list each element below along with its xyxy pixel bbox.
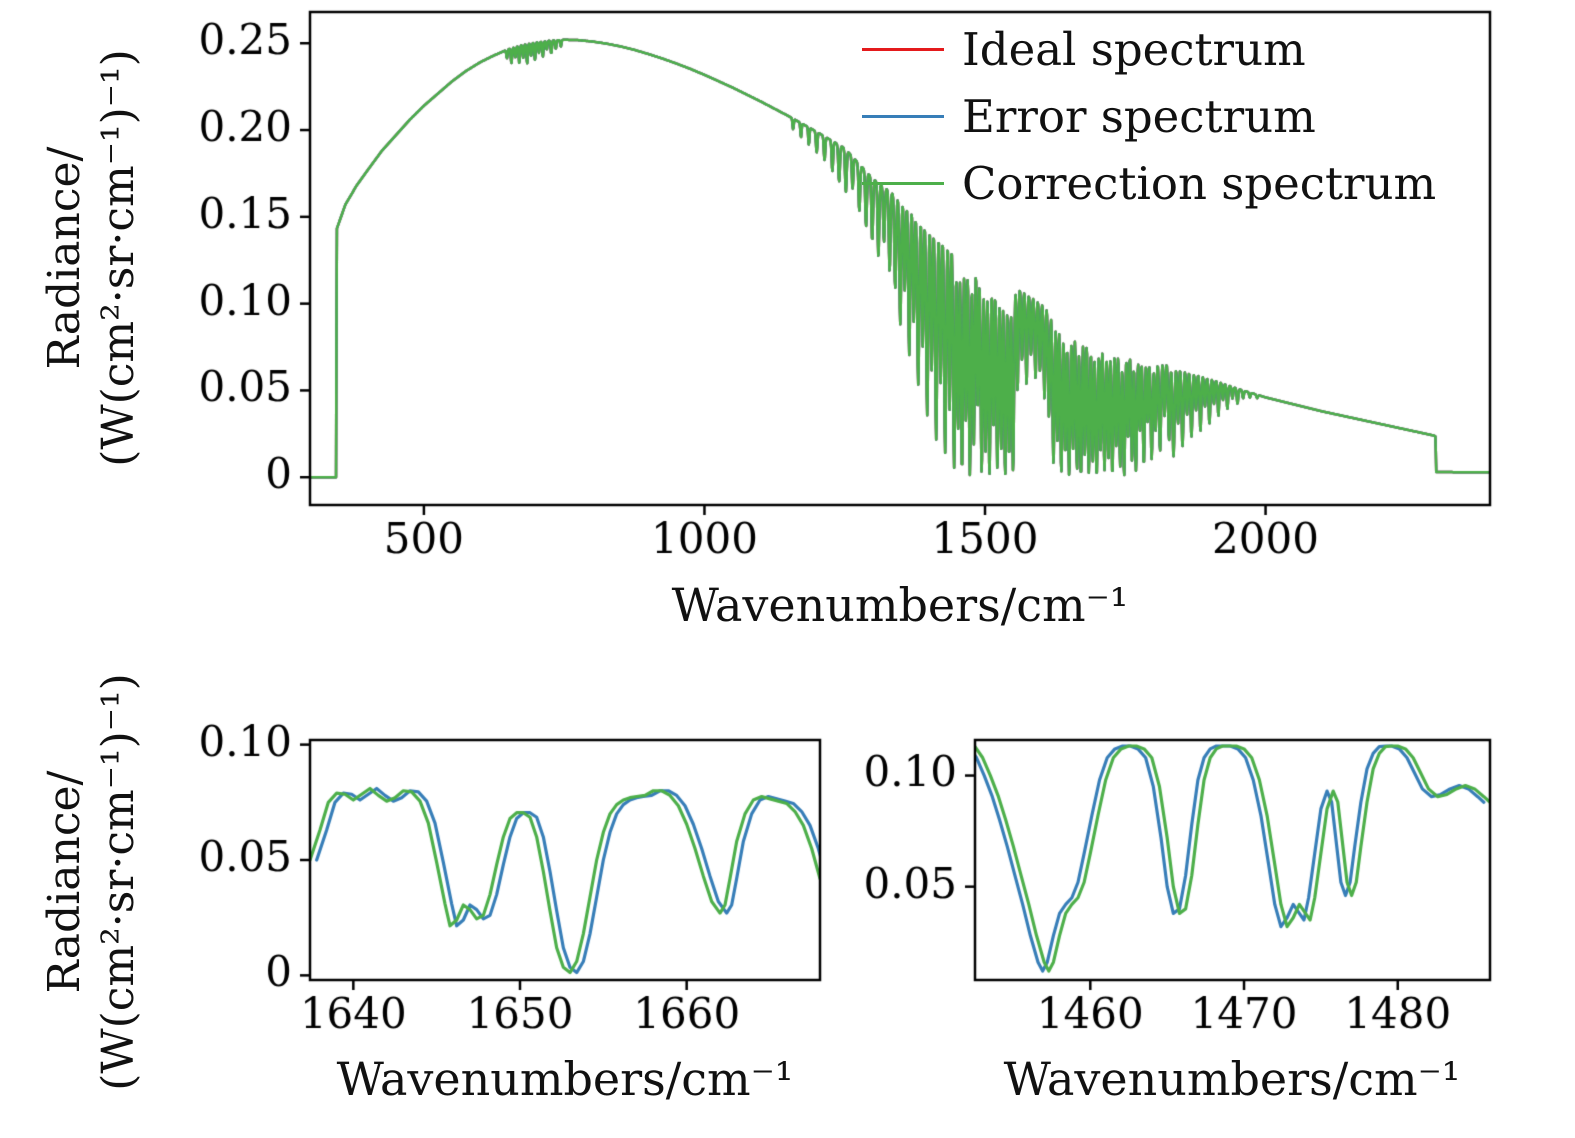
legend-item-error: Error spectrum (862, 83, 1436, 150)
zoom-y-axis-label: Radiance/ (W(cm²·sr·cm⁻¹)⁻¹) (38, 632, 146, 1132)
main-x-axis-label: Wavenumbers/cm⁻¹ (671, 578, 1129, 632)
correction-line-swatch (862, 182, 944, 185)
legend-item-ideal: Ideal spectrum (862, 16, 1436, 83)
error-line-swatch (862, 115, 944, 118)
zoom-y-axis-label-line2: (W(cm²·sr·cm⁻¹)⁻¹) (92, 673, 144, 1091)
legend-label-correction: Correction spectrum (962, 157, 1437, 210)
legend: Ideal spectrum Error spectrum Correction… (862, 16, 1436, 217)
zoom-left-x-axis-label: Wavenumbers/cm⁻¹ (336, 1052, 794, 1106)
zoom-y-axis-label-line1: Radiance/ (39, 770, 90, 994)
legend-label-error: Error spectrum (962, 90, 1316, 143)
ideal-line-swatch (862, 48, 944, 51)
zoom-right-x-axis-label: Wavenumbers/cm⁻¹ (1003, 1052, 1461, 1106)
main-y-axis-label-line2: (W(cm²·sr·cm⁻¹)⁻¹) (92, 49, 144, 467)
main-y-axis-label: Radiance/ (W(cm²·sr·cm⁻¹)⁻¹) (38, 0, 146, 518)
main-y-axis-label-line1: Radiance/ (39, 146, 90, 370)
legend-item-correction: Correction spectrum (862, 150, 1436, 217)
legend-label-ideal: Ideal spectrum (962, 23, 1306, 76)
